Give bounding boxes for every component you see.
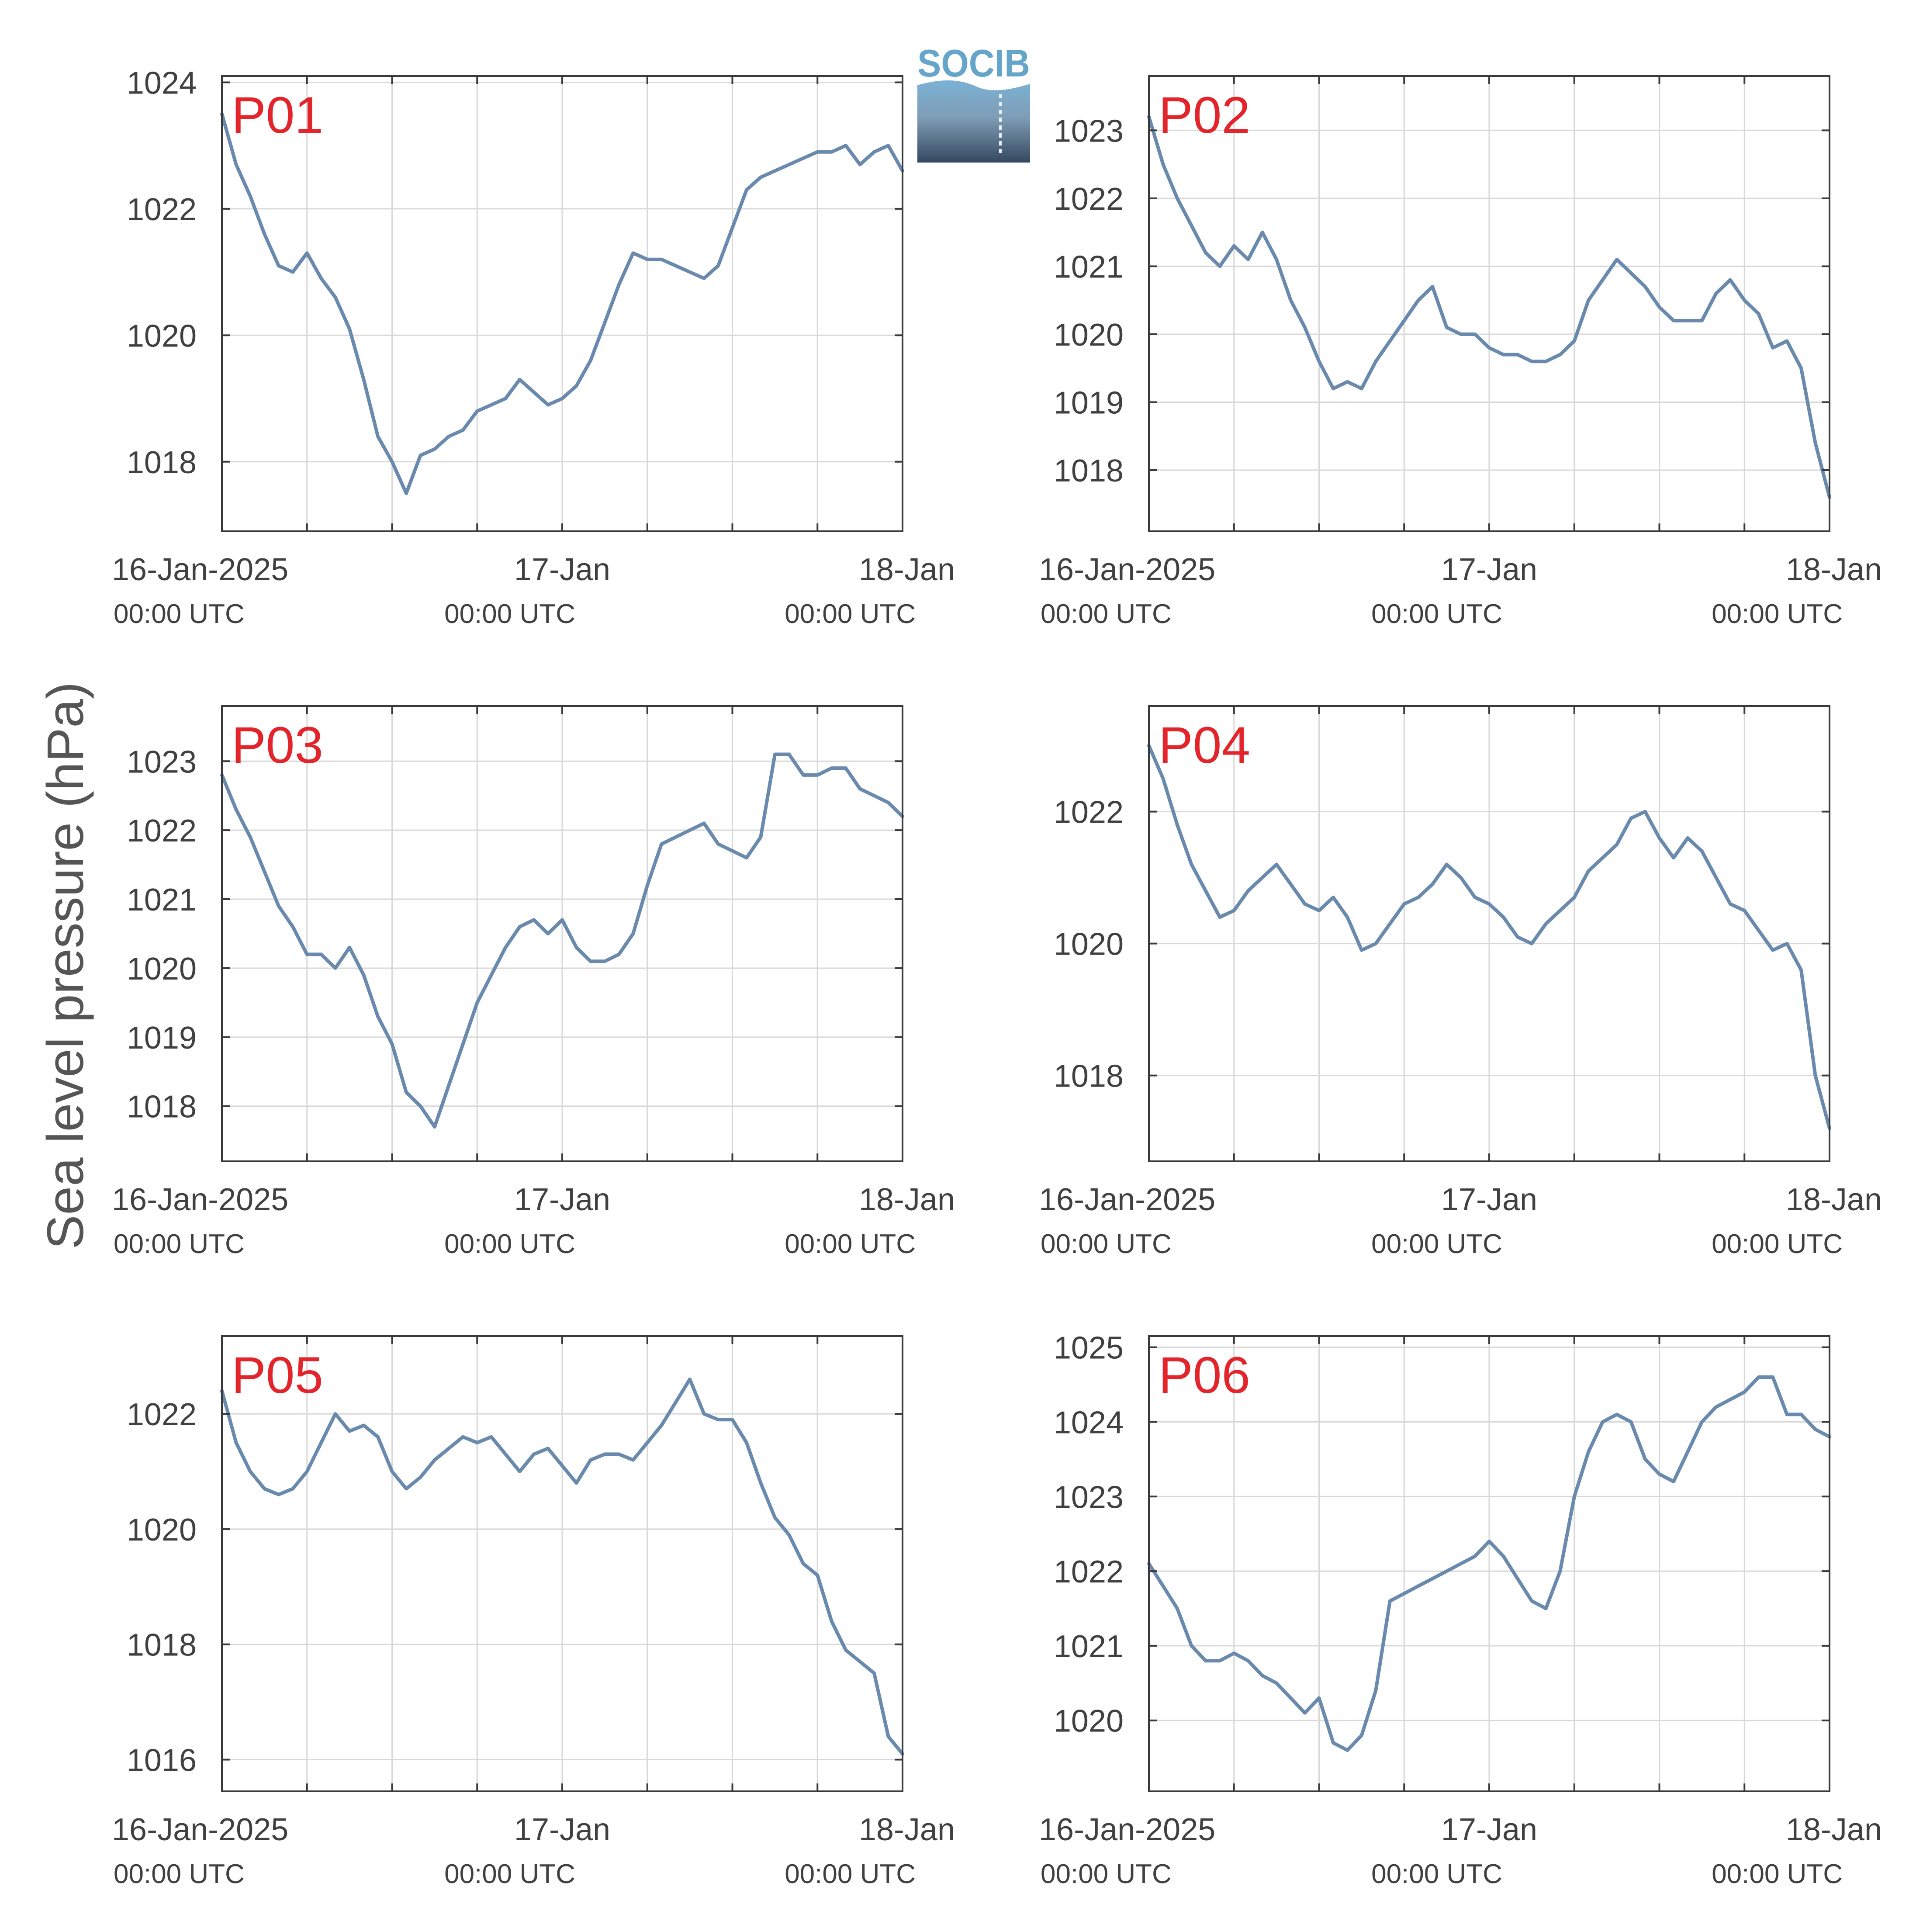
panel-p01-ytick-label: 1022 xyxy=(127,192,197,227)
panel-p01-ytick-label: 1020 xyxy=(127,319,197,353)
panel-p06-ytick-label: 1023 xyxy=(1054,1480,1124,1515)
panel-p02-series-line xyxy=(1147,115,1831,499)
panel-p02-ytick-label: 1020 xyxy=(1054,318,1124,353)
panel-p05: 1016 1018 1020 1022 16-Jan-2025 00:00 UTC 17-J… xyxy=(112,1335,955,1889)
panel-p04-xtick-label-date: 16-Jan-2025 xyxy=(1039,1182,1215,1217)
panel-p06-xtick-label-date: 17-Jan xyxy=(1441,1812,1537,1847)
socib-logo: SOCIB xyxy=(917,42,1030,163)
panel-p03-series-line xyxy=(220,752,904,1129)
panel-p01-label: P01 xyxy=(232,87,323,144)
panel-p01-xtick-label-date: 18-Jan xyxy=(859,552,955,587)
panel-p01-xtick-label-time: 00:00 UTC xyxy=(785,599,916,629)
panel-p02-xtick-label-time: 00:00 UTC xyxy=(1371,599,1502,629)
panel-p01-xtick-label-date: 17-Jan xyxy=(514,552,610,587)
panel-p05-xtick-label-date: 16-Jan-2025 xyxy=(112,1812,288,1847)
panel-p03-xtick-label-time: 00:00 UTC xyxy=(785,1229,916,1259)
panel-p06-ytick-label: 1022 xyxy=(1054,1555,1124,1589)
panel-p01-ytick-label: 1018 xyxy=(127,445,197,480)
panel-p06-ytick-label: 1020 xyxy=(1054,1704,1124,1739)
panel-p03-ytick-label: 1022 xyxy=(127,814,197,848)
panel-p04-xtick-label-date: 18-Jan xyxy=(1786,1182,1882,1217)
panel-p03-xtick-label-date: 16-Jan-2025 xyxy=(112,1182,288,1217)
panel-p04-xtick-label-time: 00:00 UTC xyxy=(1371,1229,1502,1259)
panel-p03-label: P03 xyxy=(232,717,323,774)
panel-p02-ytick-label: 1018 xyxy=(1054,454,1124,488)
panel-p05-xtick-label-time: 00:00 UTC xyxy=(114,1859,245,1889)
panel-p04-xtick-label-time: 00:00 UTC xyxy=(1041,1229,1172,1259)
panel-p05-ytick-label: 1020 xyxy=(127,1513,197,1548)
panel-p05-xtick-label-date: 17-Jan xyxy=(514,1812,610,1847)
panel-p01: 1018 1020 1022 1024 16-Jan-2025 00:00 UTC 17-J… xyxy=(112,66,955,629)
panel-p03-xtick-label-date: 17-Jan xyxy=(514,1182,610,1217)
panel-p02-ytick-label: 1019 xyxy=(1054,386,1124,421)
panel-p02-label: P02 xyxy=(1159,87,1250,144)
panel-p01-ytick-label: 1024 xyxy=(127,66,197,100)
panels-group: 1018 1020 1022 1024 16-Jan-2025 00:00 UTC 17-J… xyxy=(112,66,1882,1889)
logo-text: SOCIB xyxy=(917,42,1030,85)
panel-p05-label: P05 xyxy=(232,1347,323,1404)
panel-p02-ytick-label: 1023 xyxy=(1054,114,1124,149)
panel-p03-ytick-label: 1020 xyxy=(127,952,197,987)
panel-p06-xtick-label-time: 00:00 UTC xyxy=(1712,1859,1843,1889)
panel-p03-ytick-label: 1018 xyxy=(127,1090,197,1125)
panel-p01-series-line xyxy=(220,112,904,495)
y-axis-label: Sea level pressure (hPa) xyxy=(37,682,94,1250)
panel-p04: 1018 1020 1022 16-Jan-2025 00:00 UTC 17-Jan 00… xyxy=(1039,705,1882,1259)
panel-p06-xtick-label-time: 00:00 UTC xyxy=(1041,1859,1172,1889)
panel-p06-xtick-label-date: 16-Jan-2025 xyxy=(1039,1812,1215,1847)
panel-p01-xtick-label-time: 00:00 UTC xyxy=(114,599,245,629)
logo-wave-shape xyxy=(917,80,1030,163)
panel-p02-xtick-label-time: 00:00 UTC xyxy=(1712,599,1843,629)
panel-p02-xtick-label-date: 18-Jan xyxy=(1786,552,1882,587)
panel-p05-xtick-label-date: 18-Jan xyxy=(859,1812,955,1847)
panel-p02-ytick-label: 1022 xyxy=(1054,182,1124,217)
panel-p06-ytick-label: 1024 xyxy=(1054,1405,1124,1440)
panel-p06-ytick-label: 1025 xyxy=(1054,1331,1124,1366)
panel-p05-xtick-label-time: 00:00 UTC xyxy=(444,1859,575,1889)
panel-p06-label: P06 xyxy=(1159,1347,1250,1404)
panel-p05-ytick-label: 1022 xyxy=(127,1397,197,1432)
panel-p01-xtick-label-time: 00:00 UTC xyxy=(444,599,575,629)
panel-p05-ytick-label: 1016 xyxy=(127,1743,197,1778)
panel-p05-ytick-label: 1018 xyxy=(127,1628,197,1663)
panel-p02-ytick-label: 1021 xyxy=(1054,249,1124,284)
panel-p06: 1020 1021 1022 1023 1024 1025 16-Jan-2025 00:00… xyxy=(1039,1331,1882,1889)
panel-p02-xtick-label-date: 16-Jan-2025 xyxy=(1039,552,1215,587)
panel-p01-xtick-label-date: 16-Jan-2025 xyxy=(112,552,288,587)
panel-p06-xtick-label-date: 18-Jan xyxy=(1786,1812,1882,1847)
panel-p05-xtick-label-time: 00:00 UTC xyxy=(785,1859,916,1889)
panel-p05-series-line xyxy=(220,1377,904,1756)
panel-p02-xtick-label-date: 17-Jan xyxy=(1441,552,1537,587)
panel-p04-ytick-label: 1022 xyxy=(1054,795,1124,830)
panel-p04-ytick-label: 1020 xyxy=(1054,927,1124,962)
panel-p06-xtick-label-time: 00:00 UTC xyxy=(1371,1859,1502,1889)
panel-p06-series-line xyxy=(1147,1375,1831,1752)
panel-p03-ytick-label: 1021 xyxy=(127,883,197,918)
panel-p04-xtick-label-time: 00:00 UTC xyxy=(1712,1229,1843,1259)
panel-p03: 1018 1019 1020 1021 1022 1023 16-Jan-2025 00:00… xyxy=(112,705,955,1259)
panel-p03-ytick-label: 1019 xyxy=(127,1021,197,1056)
panel-p04-series-line xyxy=(1147,744,1831,1130)
panel-p04-xtick-label-date: 17-Jan xyxy=(1441,1182,1537,1217)
panel-p03-xtick-label-date: 18-Jan xyxy=(859,1182,955,1217)
panel-p04-label: P04 xyxy=(1159,717,1250,774)
panel-p03-xtick-label-time: 00:00 UTC xyxy=(444,1229,575,1259)
panel-p02: 1018 1019 1020 1021 1022 1023 16-Jan-2025 00:00… xyxy=(1039,75,1882,629)
panel-p03-ytick-label: 1023 xyxy=(127,744,197,779)
panel-p02-xtick-label-time: 00:00 UTC xyxy=(1041,599,1172,629)
panel-p04-ytick-label: 1018 xyxy=(1054,1059,1124,1094)
panel-p03-xtick-label-time: 00:00 UTC xyxy=(114,1229,245,1259)
panel-p06-ytick-label: 1021 xyxy=(1054,1629,1124,1664)
